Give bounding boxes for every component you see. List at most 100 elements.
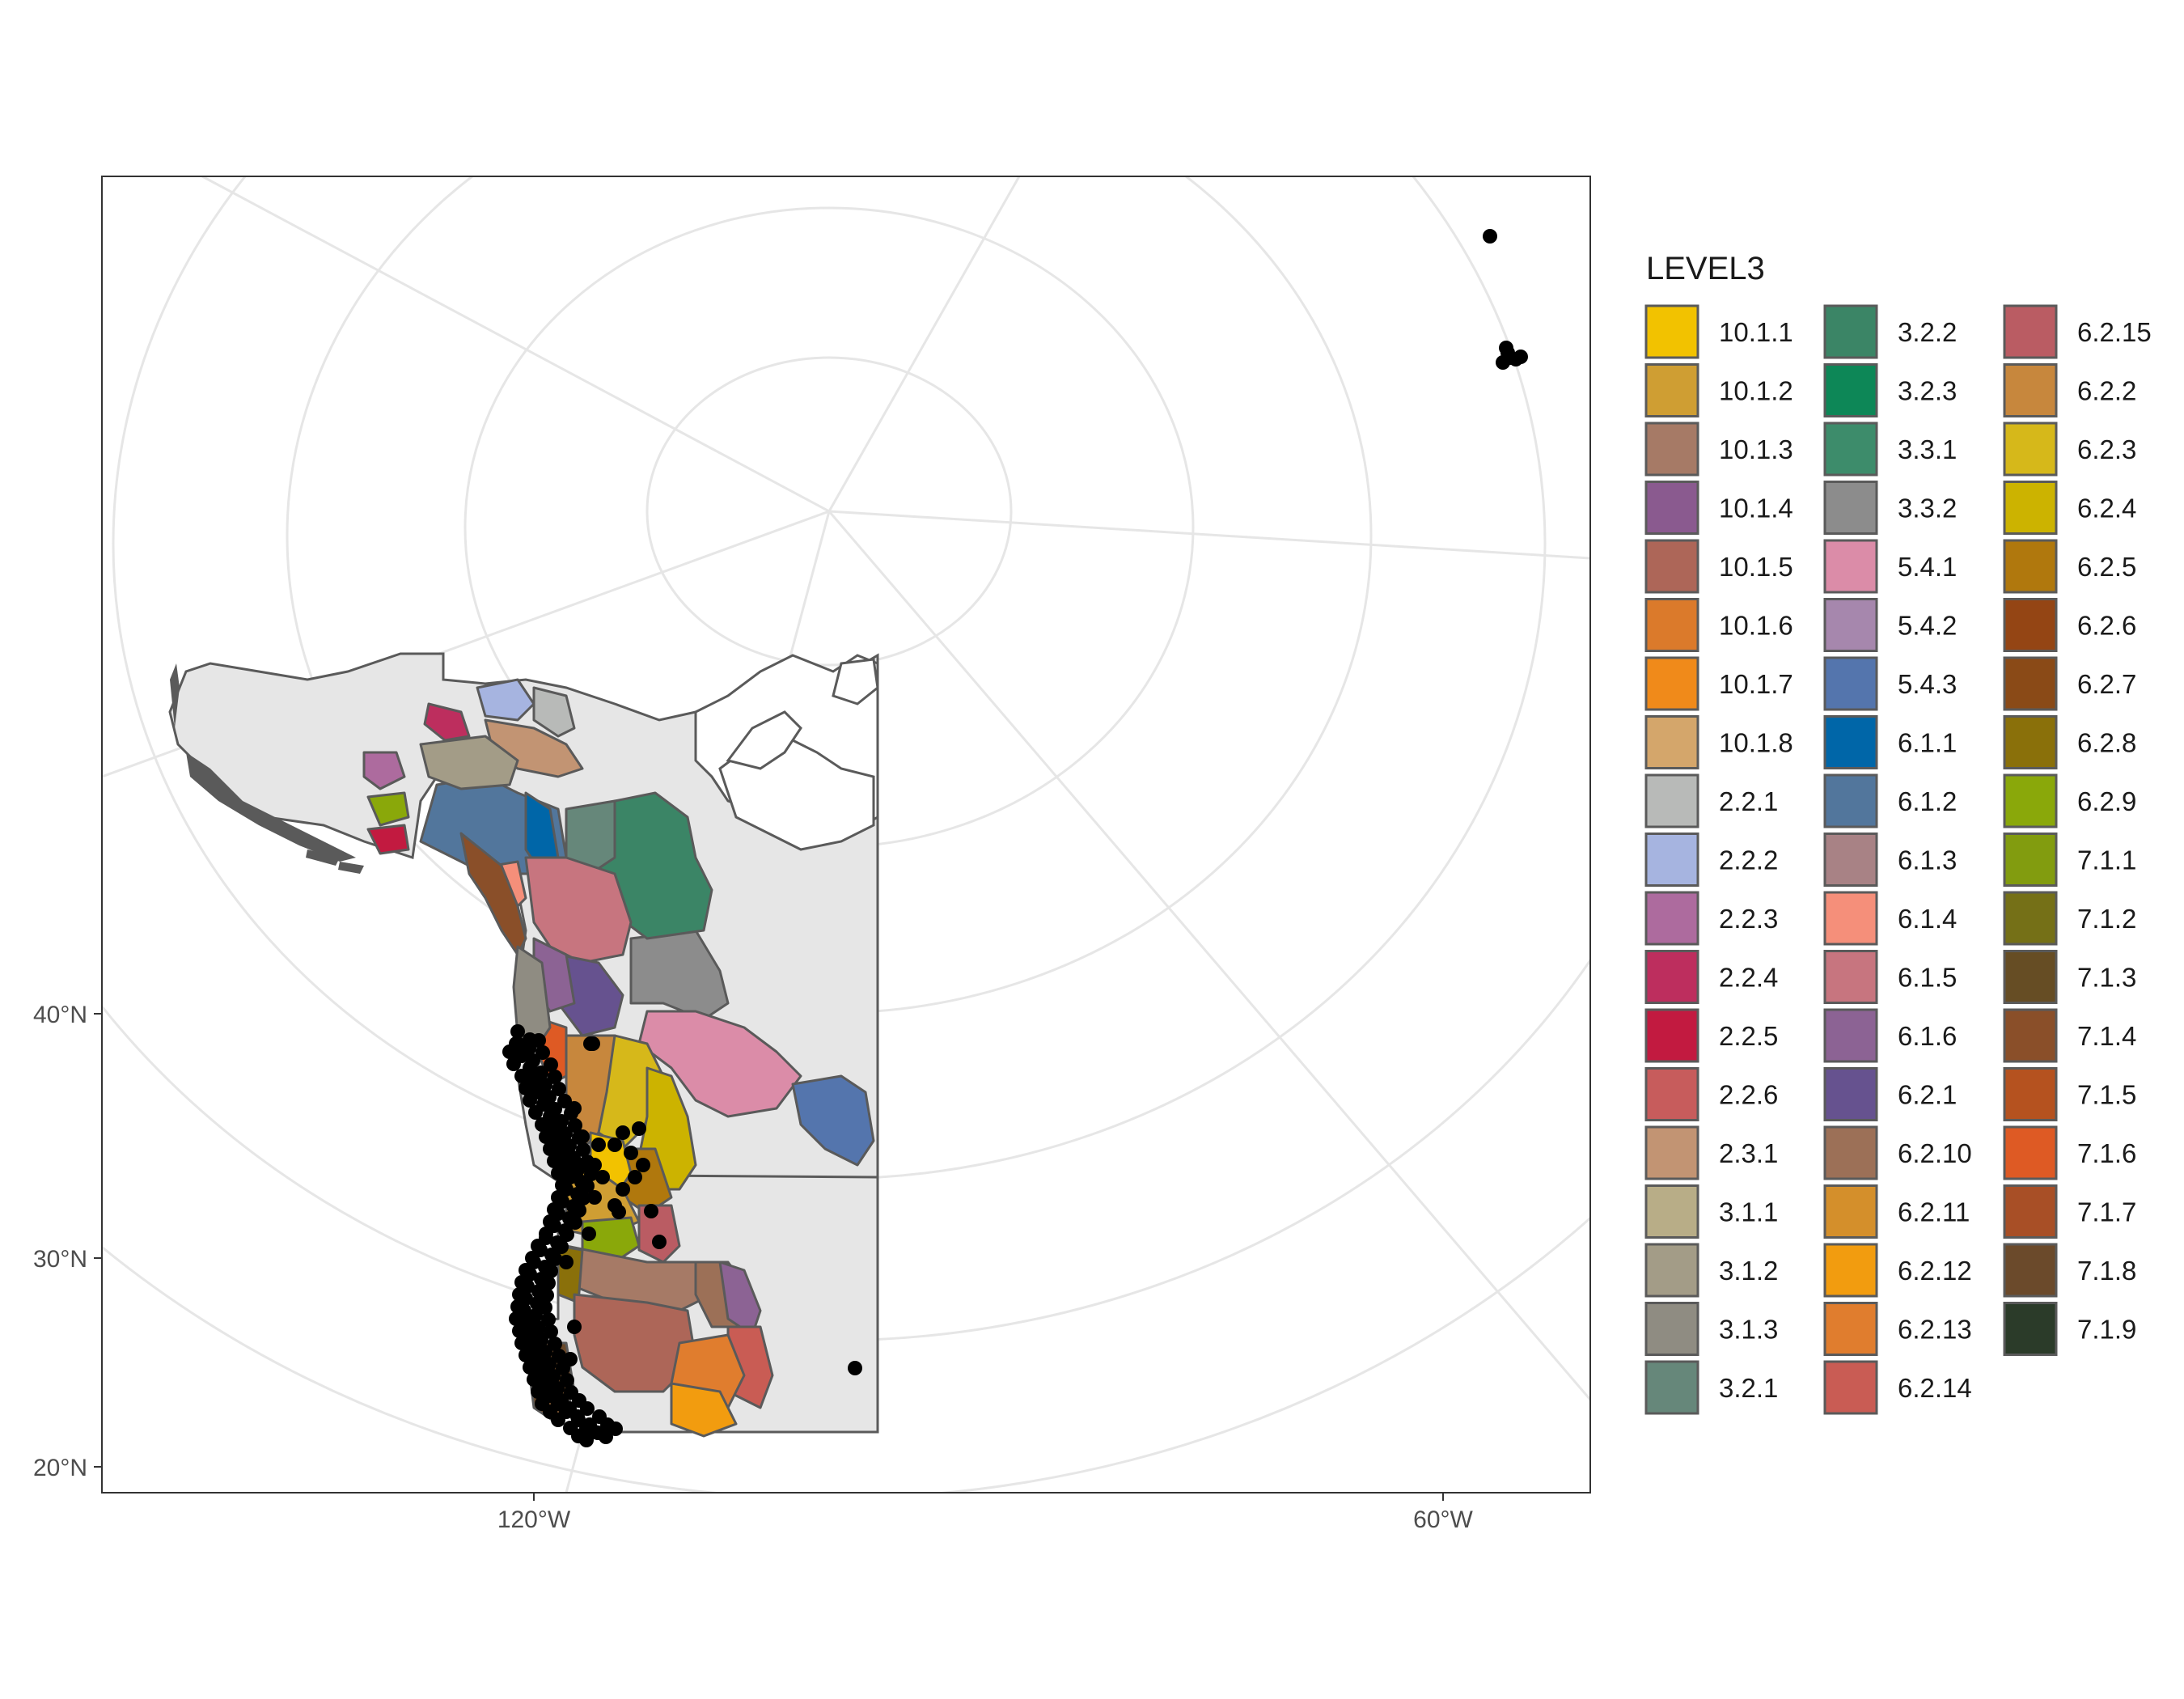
observation-point bbox=[567, 1101, 582, 1116]
region-3-3-2 bbox=[629, 929, 730, 1021]
observation-point bbox=[587, 1158, 602, 1172]
legend-key-3-1-3 bbox=[1644, 1302, 1699, 1356]
observation-point bbox=[552, 1349, 566, 1363]
observation-point bbox=[509, 1311, 523, 1326]
observation-point bbox=[523, 1360, 537, 1375]
observation-point bbox=[608, 1421, 623, 1436]
legend-label: 6.2.1 bbox=[1898, 1080, 1957, 1110]
observation-point bbox=[552, 1082, 566, 1096]
observation-point bbox=[628, 1170, 642, 1184]
legend-key-10-1-1 bbox=[1644, 304, 1699, 359]
legend-label: 6.2.6 bbox=[2077, 611, 2136, 641]
legend-key-6-2-8 bbox=[2003, 715, 2058, 769]
legend-key-2-2-2 bbox=[1644, 833, 1699, 887]
legend-key-6-2-5 bbox=[2003, 539, 2058, 594]
legend-key-10-1-6 bbox=[1644, 598, 1699, 652]
legend-key-3-2-3 bbox=[1823, 363, 1878, 417]
legend-key-7-1-7 bbox=[2003, 1184, 2058, 1239]
observation-point bbox=[554, 1239, 569, 1254]
legend-key-10-1-5 bbox=[1644, 539, 1699, 594]
legend-label: 6.2.9 bbox=[2077, 786, 2136, 816]
x-tick-label: 120°W bbox=[497, 1506, 571, 1533]
legend-key-6-2-2 bbox=[2003, 363, 2058, 417]
observation-point bbox=[1483, 229, 1497, 244]
legend-key-10-1-2 bbox=[1644, 363, 1699, 417]
legend-key-6-1-5 bbox=[1823, 950, 1878, 1004]
legend-label: 7.1.1 bbox=[2077, 845, 2136, 875]
island-fragments bbox=[170, 663, 364, 874]
legend-keys: 10.1.1 10.1.2 10.1.3 10.1.4 10.1.5 10.1.6 10.1… bbox=[1644, 304, 2152, 1415]
legend-key-10-1-8 bbox=[1644, 715, 1699, 769]
legend-label: 3.2.3 bbox=[1898, 376, 1957, 406]
observation-point bbox=[544, 1057, 558, 1072]
legend-label: 7.1.9 bbox=[2077, 1315, 2136, 1345]
region-2-2-5 bbox=[366, 824, 410, 855]
region-10-1-3 bbox=[565, 1244, 713, 1312]
legend-key-6-1-4 bbox=[1823, 891, 1878, 946]
legend-label: 6.2.15 bbox=[2077, 317, 2152, 347]
region-3-1-2 bbox=[419, 735, 519, 790]
legend-label: 6.2.13 bbox=[1898, 1315, 1972, 1345]
observation-point bbox=[1513, 350, 1528, 364]
observation-point bbox=[632, 1121, 646, 1136]
observation-point bbox=[541, 1276, 556, 1290]
legend-label: 10.1.7 bbox=[1719, 669, 1793, 699]
observation-point bbox=[576, 1191, 590, 1205]
legend-key-3-3-2 bbox=[1823, 481, 1878, 535]
legend-key-7-1-3 bbox=[2003, 950, 2058, 1004]
legend-key-7-1-1 bbox=[2003, 833, 2058, 887]
observation-point bbox=[616, 1182, 630, 1197]
legend-label: 2.2.4 bbox=[1719, 963, 1778, 993]
legend-label: 6.2.14 bbox=[1898, 1373, 1972, 1403]
legend-label: 10.1.2 bbox=[1719, 376, 1793, 406]
observation-point bbox=[551, 1166, 565, 1180]
observation-point bbox=[548, 1337, 562, 1351]
observation-point bbox=[544, 1264, 558, 1278]
legend-key-6-2-11 bbox=[1823, 1184, 1878, 1239]
observation-point bbox=[559, 1255, 574, 1269]
observation-point bbox=[510, 1024, 525, 1039]
legend-key-3-1-2 bbox=[1644, 1243, 1699, 1298]
observation-point bbox=[624, 1146, 638, 1160]
legend-key-3-2-1 bbox=[1644, 1360, 1699, 1415]
legend-key-6-2-12 bbox=[1823, 1243, 1878, 1298]
observation-point bbox=[580, 1179, 595, 1193]
legend-label: 3.3.2 bbox=[1898, 494, 1957, 523]
observation-point bbox=[567, 1320, 582, 1334]
legend-label: 6.1.2 bbox=[1898, 786, 1957, 816]
legend-label: 10.1.8 bbox=[1719, 728, 1793, 758]
legend-label: 6.1.4 bbox=[1898, 904, 1957, 934]
x-axis: 120°W 60°W bbox=[497, 1493, 1474, 1533]
observation-point bbox=[580, 1401, 595, 1416]
region-5-4-3 bbox=[791, 1074, 875, 1167]
legend-label: 7.1.4 bbox=[2077, 1021, 2136, 1051]
legend-key-6-2-7 bbox=[2003, 656, 2058, 711]
legend-key-6-1-6 bbox=[1823, 1008, 1878, 1063]
region-2-2-3 bbox=[362, 751, 406, 790]
observation-point bbox=[535, 1045, 550, 1060]
legend-label: 10.1.4 bbox=[1719, 494, 1793, 523]
legend-label: 6.1.1 bbox=[1898, 728, 1957, 758]
legend-key-2-2-6 bbox=[1644, 1067, 1699, 1121]
observation-point bbox=[576, 1142, 590, 1157]
legend-key-6-2-15 bbox=[2003, 304, 2058, 359]
legend-key-2-2-3 bbox=[1644, 891, 1699, 946]
observation-point bbox=[514, 1336, 529, 1350]
observation-point bbox=[616, 1125, 630, 1140]
legend-key-6-2-1 bbox=[1823, 1067, 1878, 1121]
observation-point bbox=[560, 1227, 574, 1242]
region-6-2-9 bbox=[366, 791, 410, 827]
legend-label: 6.1.3 bbox=[1898, 845, 1957, 875]
legend-key-5-4-2 bbox=[1823, 598, 1878, 652]
observation-point bbox=[575, 1129, 590, 1144]
legend-label: 6.2.10 bbox=[1898, 1138, 1972, 1168]
observation-point bbox=[528, 1105, 543, 1120]
y-tick-label: 30°N bbox=[33, 1246, 87, 1273]
legend-label: 6.2.4 bbox=[2077, 494, 2136, 523]
observation-point bbox=[518, 1081, 533, 1095]
observation-point bbox=[572, 1203, 586, 1218]
legend-label: 3.3.1 bbox=[1898, 434, 1957, 464]
observation-point bbox=[591, 1138, 606, 1152]
observation-point bbox=[560, 1373, 574, 1388]
